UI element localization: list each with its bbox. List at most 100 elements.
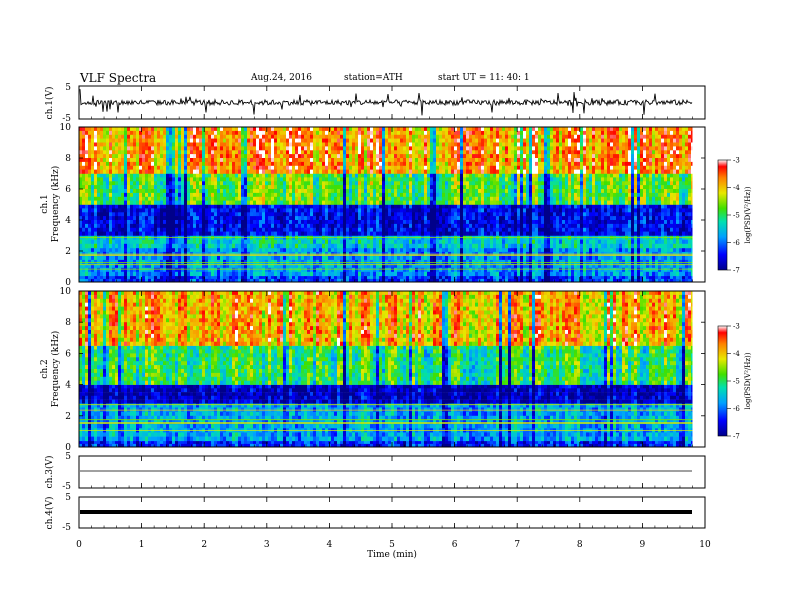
spectrogram-cell-ch1 <box>373 223 377 229</box>
spectrogram-cell-ch1 <box>214 263 218 269</box>
spectrogram-cell-ch1 <box>445 267 449 273</box>
spectrogram-cell-ch1 <box>124 130 128 136</box>
spectrogram-cell-ch1 <box>139 255 143 261</box>
spectrogram-cell-ch1 <box>259 223 263 229</box>
spectrogram-cell-ch1 <box>250 227 254 232</box>
spectrogram-cell-ch1 <box>133 161 137 167</box>
spectrogram-cell-ch1 <box>277 231 281 236</box>
spectrogram-cell-ch1 <box>319 161 323 167</box>
spectrogram-cell-ch1 <box>172 223 176 229</box>
spectrogram-cell-ch1 <box>142 177 146 182</box>
spectrogram-cell-ch1 <box>298 239 302 244</box>
spectrogram-cell-ch1 <box>406 259 410 265</box>
spectrogram-cell-ch1 <box>403 130 407 136</box>
spectrogram-cell-ch1 <box>394 173 398 178</box>
spectrogram-cell-ch1 <box>286 154 290 159</box>
spectrogram-cell-ch1 <box>193 138 197 143</box>
spectrogram-cell-ch1 <box>241 227 245 232</box>
spectrogram-cell-ch1 <box>112 127 116 132</box>
spectrogram-cell-ch1 <box>283 181 287 186</box>
spectrogram-cell-ch1 <box>412 227 416 232</box>
spectrogram-cell-ch1 <box>220 169 224 174</box>
spectrogram-cell-ch1 <box>109 212 113 217</box>
spectrogram-cell-ch1 <box>220 200 224 205</box>
spectrogram-cell-ch1 <box>244 181 248 186</box>
spectrogram-cell-ch1 <box>154 127 158 132</box>
spectrogram-cell-ch1 <box>112 185 116 190</box>
spectrogram-cell-ch1 <box>79 208 83 213</box>
spectrogram-cell-ch1 <box>280 161 284 167</box>
spectrogram-cell-ch1 <box>265 259 269 265</box>
spectrogram-cell-ch1 <box>235 158 239 163</box>
spectrogram-cell-ch1 <box>331 263 335 269</box>
spectrogram-cell-ch1 <box>169 134 173 139</box>
spectrogram-cell-ch1 <box>355 161 359 167</box>
spectrogram-cell-ch1 <box>373 271 377 277</box>
spectrogram-cell-ch1 <box>304 177 308 182</box>
spectrogram-cell-ch1 <box>184 255 188 261</box>
spectrogram-cell-ch1 <box>433 173 437 178</box>
spectrogram-cell-ch1 <box>298 146 302 151</box>
spectrogram-cell-ch1 <box>346 275 350 280</box>
spectrogram-cell-ch1 <box>307 169 311 174</box>
spectrogram-cell-ch1 <box>253 161 257 167</box>
spectrogram-cell-ch1 <box>430 161 434 167</box>
spectrogram-cell-ch1 <box>430 243 434 249</box>
spectrogram-cell-ch1 <box>358 212 362 217</box>
spectrogram-cell-ch1 <box>316 223 320 229</box>
spectrogram-cell-ch1 <box>367 227 371 232</box>
spectrogram-cell-ch1 <box>316 267 320 273</box>
spectrogram-cell-ch1 <box>436 127 440 132</box>
spectrogram-cell-ch1 <box>163 181 167 186</box>
spectrogram-cell-ch1 <box>187 127 191 132</box>
spectrogram-cell-ch1 <box>82 142 86 147</box>
spectrogram-cell-ch1 <box>184 192 188 198</box>
spectrogram-cell-ch1 <box>325 138 329 143</box>
spectrogram-cell-ch1 <box>424 169 428 174</box>
spectrogram-cell-ch1 <box>376 189 380 194</box>
spectrogram-cell-ch1 <box>145 239 149 244</box>
spectrogram-cell-ch1 <box>79 169 83 174</box>
spectrogram-cell-ch1 <box>148 204 152 209</box>
spectrogram-cell-ch1 <box>199 271 203 277</box>
spectrogram-cell-ch1 <box>418 158 422 163</box>
spectrogram-cell-ch1 <box>286 185 290 190</box>
spectrogram-cell-ch1 <box>436 158 440 163</box>
spectrogram-cell-ch1 <box>433 200 437 205</box>
spectrogram-cell-ch1 <box>376 263 380 269</box>
spectrogram-cell-ch1 <box>277 158 281 163</box>
spectrogram-cell-ch1 <box>313 239 317 244</box>
spectrogram-cell-ch1 <box>382 173 386 178</box>
spectrogram-cell-ch1 <box>280 263 284 269</box>
spectrogram-cell-ch1 <box>394 158 398 163</box>
spectrogram-cell-ch1 <box>94 196 98 201</box>
spectrogram-cell-ch1 <box>220 134 224 139</box>
spectrogram-cell-ch1 <box>127 263 131 269</box>
spectrogram-cell-ch1 <box>313 154 317 159</box>
spectrogram-cell-ch1 <box>295 196 299 201</box>
spectrogram-cell-ch1 <box>430 189 434 194</box>
spectrogram-cell-ch1 <box>319 275 323 280</box>
spectrogram-cell-ch1 <box>295 208 299 213</box>
spectrogram-cell-ch1 <box>94 134 98 139</box>
spectrogram-cell-ch1 <box>244 263 248 269</box>
spectrogram-cell-ch1 <box>151 204 155 209</box>
spectrogram-cell-ch1 <box>244 173 248 178</box>
spectrogram-cell-ch1 <box>337 134 341 139</box>
spectrogram-cell-ch1 <box>388 161 392 167</box>
spectrogram-cell-ch1 <box>412 243 416 249</box>
spectrogram-cell-ch1 <box>289 173 293 178</box>
spectrogram-cell-ch1 <box>346 142 350 147</box>
spectrogram-cell-ch1 <box>421 278 425 283</box>
spectrogram-cell-ch1 <box>268 165 272 170</box>
spectrogram-cell-ch1 <box>115 158 119 163</box>
spectrogram-cell-ch1 <box>442 134 446 139</box>
spectrogram-cell-ch1 <box>103 208 107 213</box>
spectrogram-cell-ch1 <box>274 243 278 249</box>
spectrogram-cell-ch1 <box>256 138 260 143</box>
spectrogram-cell-ch1 <box>205 243 209 249</box>
spectrogram-cell-ch1 <box>127 212 131 217</box>
spectrogram-cell-ch1 <box>265 227 269 232</box>
spectrogram-cell-ch1 <box>127 130 131 136</box>
spectrogram-cell-ch1 <box>331 255 335 261</box>
